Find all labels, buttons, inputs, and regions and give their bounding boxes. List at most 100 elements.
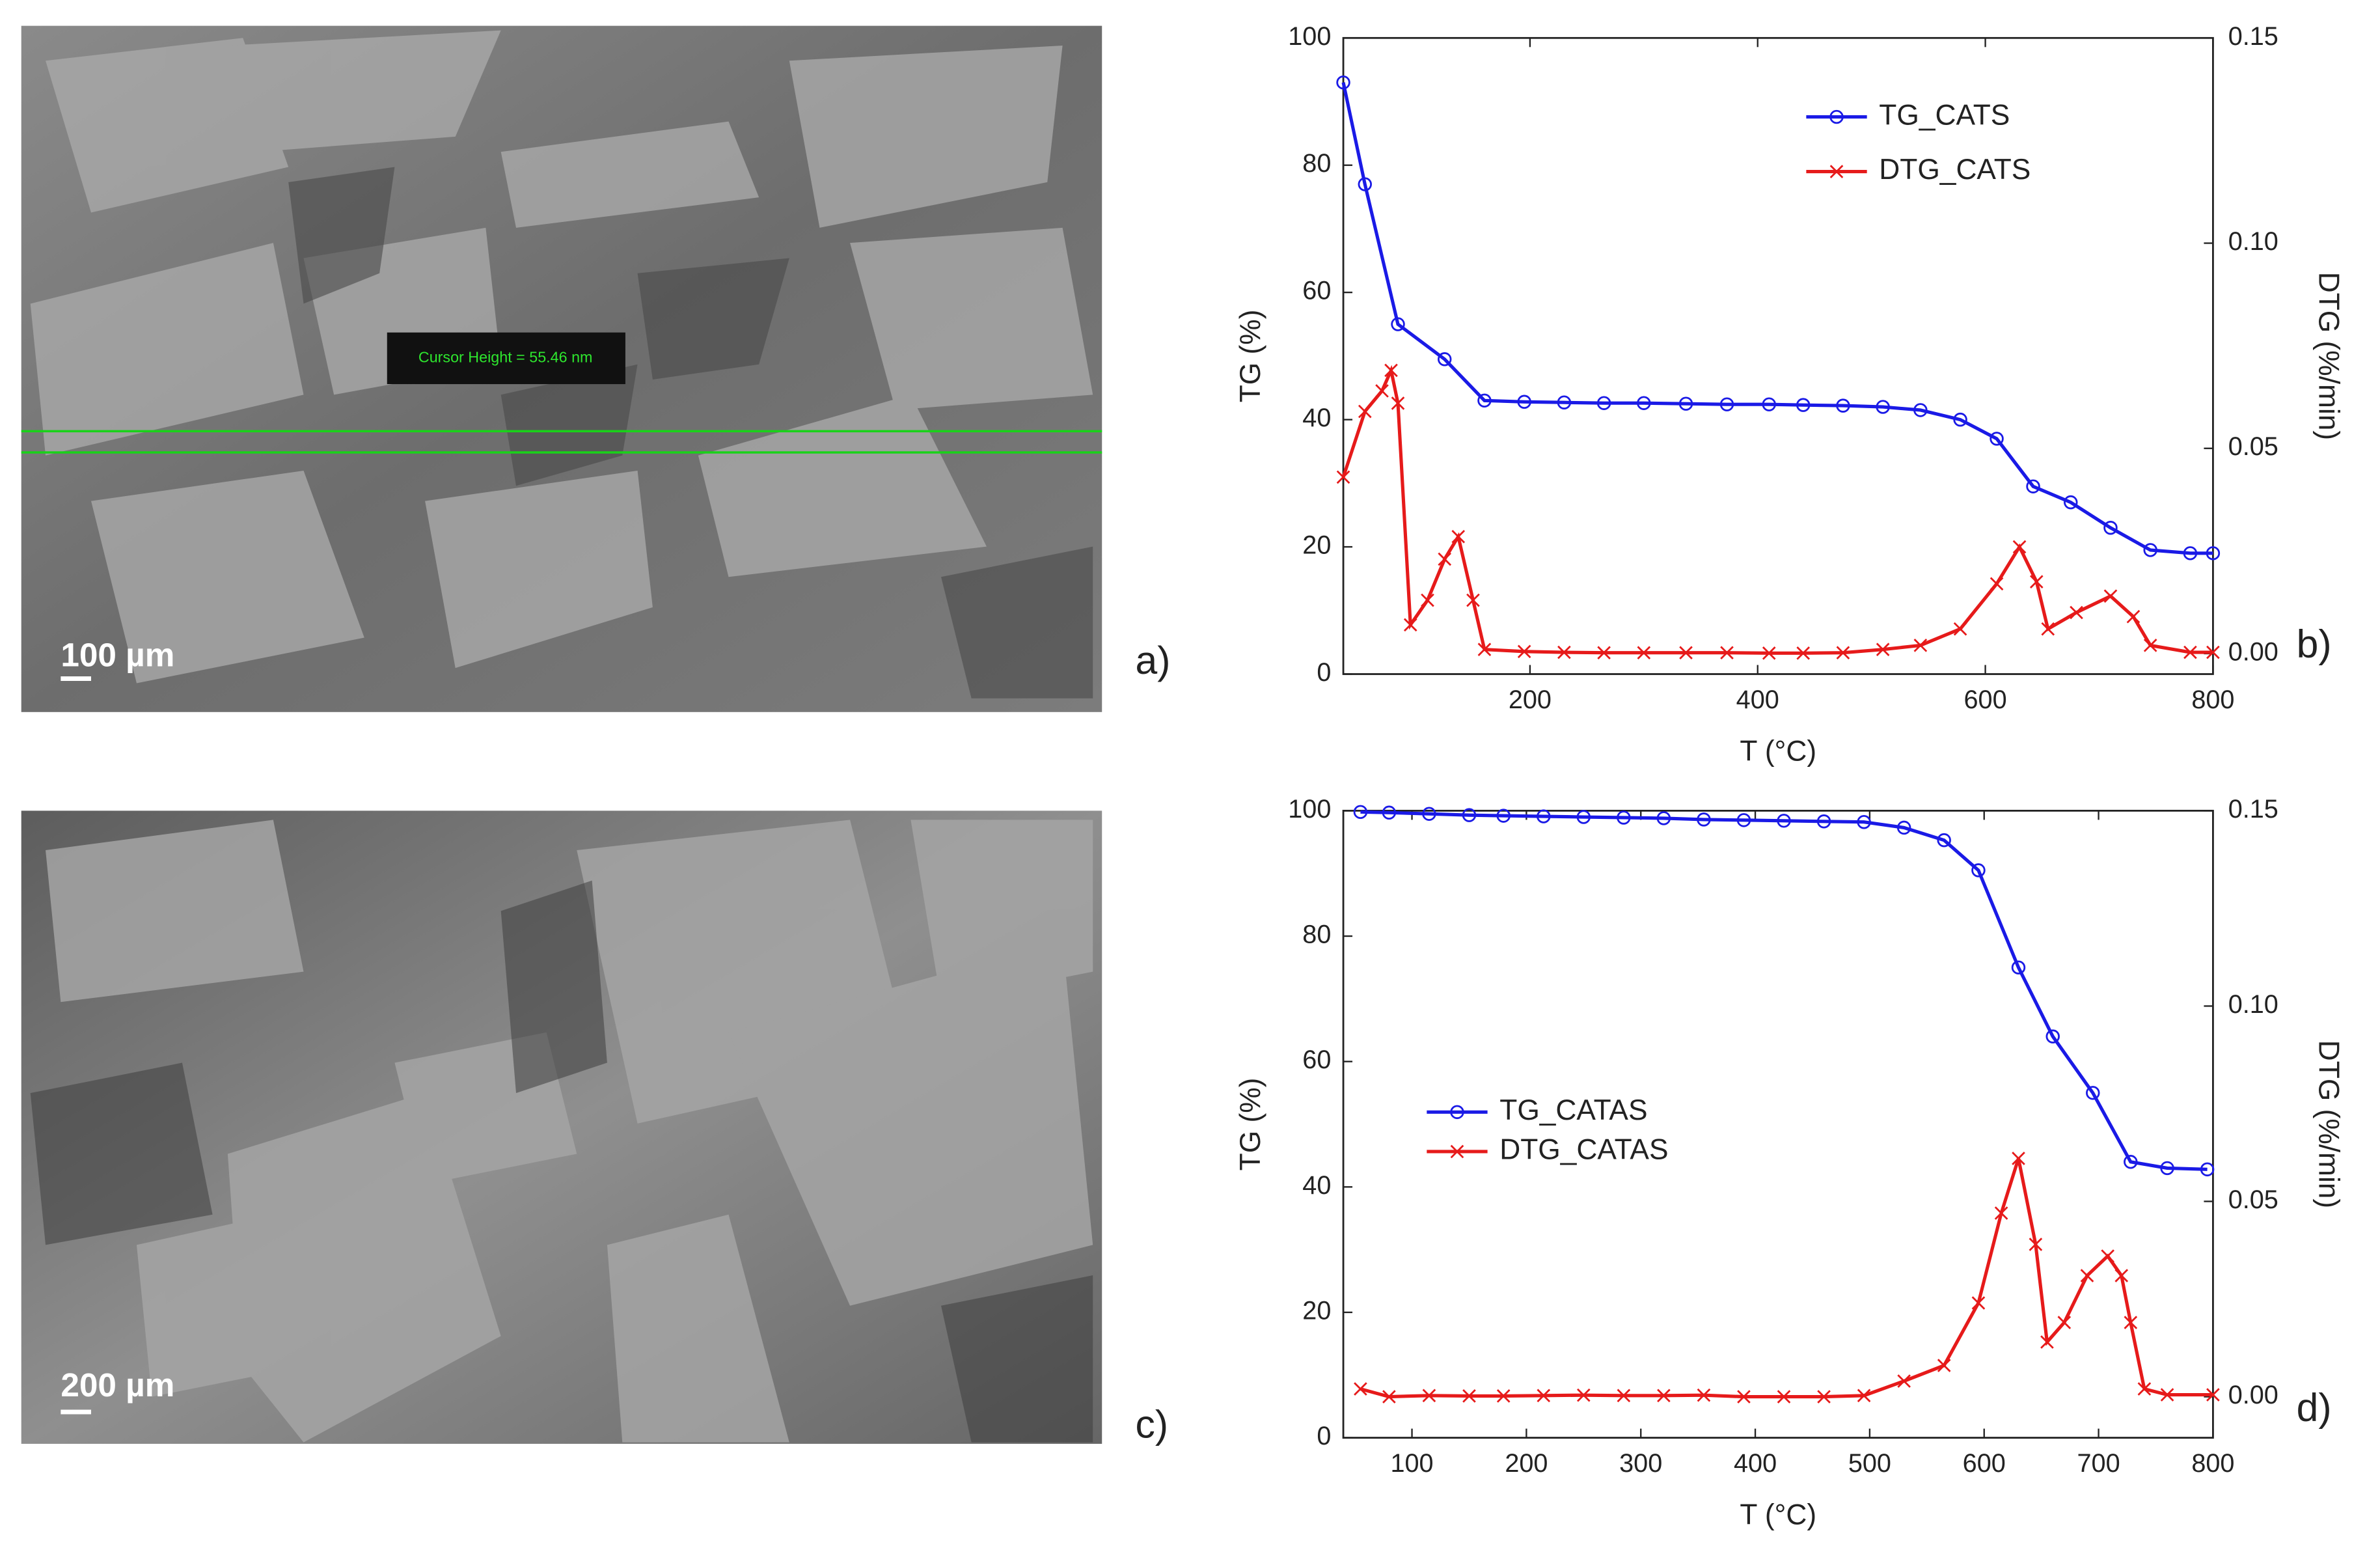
y-tick-label: 20 — [1302, 1296, 1331, 1325]
y2-axis-title: DTG (%/min) — [2313, 1040, 2345, 1208]
marker — [2064, 495, 2078, 510]
panel-label: b) — [2297, 622, 2332, 666]
marker — [1937, 1359, 1951, 1372]
marker — [1496, 1389, 1511, 1403]
y-tick-label: 60 — [1302, 1045, 1331, 1074]
marker — [2041, 622, 2055, 636]
x-tick-label: 800 — [2191, 685, 2234, 714]
marker — [1637, 646, 1651, 660]
marker — [2206, 1388, 2220, 1402]
marker — [2183, 645, 2197, 659]
marker — [1829, 109, 1844, 124]
marker — [1382, 805, 1397, 820]
scale-bar-label: 100 µm — [61, 636, 174, 673]
panel-label: d) — [2297, 1385, 2332, 1430]
marker — [1876, 643, 1890, 656]
marker — [1391, 396, 1405, 410]
marker — [2070, 605, 2083, 620]
y-axis-title: TG (%) — [1235, 310, 1266, 403]
marker — [1796, 646, 1811, 660]
marker — [1971, 1296, 1986, 1310]
y2-tick-label: 0.10 — [2228, 227, 2278, 256]
y2-tick-label: 0.10 — [2228, 990, 2278, 1019]
marker — [1637, 396, 1651, 410]
marker — [1451, 529, 1466, 544]
plot-frame — [1342, 36, 2214, 675]
y2-tick-label: 0.15 — [2228, 795, 2278, 823]
marker — [1829, 165, 1844, 178]
y-tick-label: 40 — [1302, 1171, 1331, 1200]
marker — [2126, 609, 2141, 624]
x-axis-title: T (°C) — [1740, 1499, 1816, 1531]
marker — [1990, 577, 2004, 591]
marker — [1391, 317, 1405, 331]
x-tick-label: 800 — [2191, 1449, 2234, 1478]
x-tick-label: 200 — [1505, 1449, 1548, 1478]
x-tick-label: 200 — [1509, 685, 1552, 714]
marker — [1657, 1389, 1671, 1403]
marker — [2114, 1269, 2129, 1282]
y-tick-label: 100 — [1288, 795, 1331, 823]
scale-bar-label: 200 µm — [61, 1366, 174, 1404]
marker — [1857, 1389, 1871, 1403]
marker — [2101, 1249, 2114, 1263]
marker — [2183, 546, 2198, 560]
marker — [1517, 394, 1531, 409]
y2-tick-label: 0.00 — [2228, 1381, 2278, 1409]
marker — [1450, 1144, 1464, 1159]
y-tick-label: 40 — [1302, 404, 1331, 432]
marker — [2040, 1335, 2054, 1349]
marker — [1557, 645, 1571, 659]
marker — [2026, 479, 2040, 493]
sem-image-c: 200 µm c) — [21, 810, 1168, 1446]
marker — [1719, 397, 1734, 411]
y2-tick-label: 0.05 — [2228, 1185, 2278, 1214]
marker — [1496, 809, 1511, 823]
marker — [1517, 644, 1531, 659]
y2-tick-label: 0.05 — [2228, 432, 2278, 461]
marker — [1656, 811, 1671, 825]
marker — [1816, 814, 1831, 829]
series-line — [1360, 810, 2208, 1171]
marker — [1697, 812, 1711, 827]
marker — [1576, 810, 1591, 824]
marker — [1896, 820, 1911, 835]
marker — [1576, 1388, 1591, 1402]
marker — [1762, 646, 1776, 660]
marker — [1403, 618, 1417, 632]
marker — [1777, 1390, 1791, 1404]
marker — [1679, 646, 1693, 660]
marker — [1817, 1390, 1831, 1404]
marker — [2029, 575, 2044, 588]
legend-label: DTG_CATS — [1879, 154, 2031, 186]
marker — [2103, 521, 2118, 535]
marker — [2124, 1155, 2138, 1169]
marker — [1422, 1389, 1436, 1403]
marker — [2143, 639, 2157, 652]
marker — [1354, 1382, 1367, 1396]
x-tick-label: 500 — [1848, 1449, 1891, 1478]
marker — [2029, 1238, 2043, 1251]
marker — [1557, 395, 1572, 409]
marker — [2200, 1162, 2215, 1177]
sem-image-a: Cursor Height = 55.46 nm 100 µm a) — [21, 25, 1170, 712]
marker — [2086, 1086, 2100, 1100]
marker — [1384, 363, 1398, 378]
marker — [1537, 1389, 1551, 1403]
marker — [2103, 589, 2118, 603]
legend-label: TG_CATS — [1879, 99, 2010, 131]
x-tick-label: 100 — [1390, 1449, 1433, 1478]
marker — [1876, 400, 1890, 414]
marker — [1382, 1390, 1396, 1404]
y-tick-label: 80 — [1302, 149, 1331, 178]
marker — [1353, 805, 1368, 820]
marker — [2057, 1316, 2072, 1329]
marker — [1697, 1388, 1711, 1402]
panel-label: c) — [1136, 1402, 1169, 1446]
marker — [1953, 622, 1967, 636]
marker — [1913, 639, 1928, 652]
marker — [1762, 397, 1776, 411]
plot-frame — [1342, 809, 2214, 1439]
